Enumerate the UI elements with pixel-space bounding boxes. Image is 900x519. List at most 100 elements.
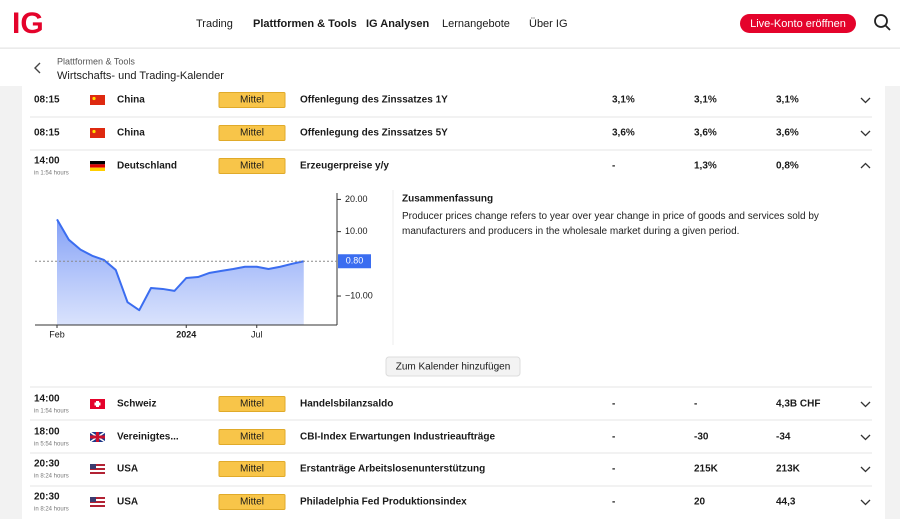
impact-badge bbox=[218, 158, 286, 174]
flag-part bbox=[90, 505, 105, 507]
search-icon[interactable] bbox=[874, 14, 888, 28]
breadcrumb-parent[interactable]: Plattformen & Tools bbox=[57, 56, 135, 66]
flag-part bbox=[90, 501, 105, 503]
flag-part bbox=[90, 470, 105, 472]
y-tick-label: 10.00 bbox=[345, 226, 368, 236]
row-country: USA bbox=[117, 464, 138, 475]
flag-part bbox=[90, 503, 105, 505]
x-tick-label: Feb bbox=[49, 329, 65, 339]
impact-badge bbox=[218, 494, 286, 510]
row-countdown: in 8:24 hours bbox=[34, 474, 69, 480]
row-forecast: 20 bbox=[694, 497, 706, 508]
nav-link[interactable]: IG Analysen bbox=[366, 18, 429, 30]
flag-part bbox=[90, 497, 96, 502]
row-countdown: in 8:24 hours bbox=[34, 507, 69, 513]
row-event: CBI-Index Erwartungen Industrieaufträge bbox=[300, 432, 495, 443]
summary-title: Zusammenfassung bbox=[402, 194, 493, 205]
search-icon-handle bbox=[884, 24, 891, 31]
row-previous: 3,6% bbox=[776, 128, 799, 139]
row-time: 14:00 bbox=[34, 394, 60, 405]
flag-part bbox=[90, 435, 105, 439]
row-actual: - bbox=[612, 399, 615, 410]
row-forecast: - bbox=[694, 399, 697, 410]
row-actual: - bbox=[612, 161, 615, 172]
row-countdown: in 1:54 hours bbox=[34, 409, 69, 415]
summary-box: Producer prices change refers to year ov… bbox=[402, 211, 819, 237]
row-impact: Mittel bbox=[240, 464, 264, 475]
rows: 08:15 China Mittel Offenlegung des Zinssatz… bbox=[30, 92, 872, 513]
row-previous: 213K bbox=[776, 464, 801, 475]
row-previous: 4,3B CHF bbox=[776, 399, 820, 410]
row-actual: - bbox=[612, 497, 615, 508]
row-forecast: 1,3% bbox=[694, 161, 717, 172]
row-country: China bbox=[117, 128, 145, 139]
y-tick-label: 20.00 bbox=[345, 194, 368, 204]
area-line bbox=[56, 218, 304, 312]
expand-toggle[interactable] bbox=[860, 162, 871, 169]
current-value-tag bbox=[338, 254, 371, 269]
chart: 20.00 10.00 −10.00 Feb 2024 Jul 0.80 bbox=[35, 193, 373, 339]
row-forecast: -30 bbox=[694, 432, 709, 443]
flag-part bbox=[92, 96, 96, 101]
expand-toggle[interactable] bbox=[860, 97, 871, 104]
summary-text: Producer prices change refers to year ov… bbox=[402, 211, 819, 237]
row-previous: 3,1% bbox=[776, 95, 799, 106]
row-forecast: 215K bbox=[694, 464, 719, 475]
flag-part bbox=[90, 472, 105, 474]
add-calendar-button[interactable] bbox=[385, 356, 521, 377]
flag bbox=[90, 399, 105, 409]
flag bbox=[90, 128, 105, 138]
expand-toggle[interactable] bbox=[860, 466, 871, 473]
add-calendar-label: Zum Kalender hinzufügen bbox=[396, 362, 511, 373]
row-impact: Mittel bbox=[240, 432, 264, 443]
row-previous: 44,3 bbox=[776, 497, 796, 508]
nav-link[interactable]: Lernangebote bbox=[442, 18, 510, 30]
flag-part bbox=[90, 499, 105, 501]
nav-link[interactable]: Trading bbox=[196, 18, 233, 30]
row-country: USA bbox=[117, 497, 138, 508]
nav-link[interactable]: Über IG bbox=[529, 18, 568, 30]
logo[interactable]: IG bbox=[12, 7, 44, 40]
row-actual: 3,6% bbox=[612, 128, 635, 139]
row-time: 20:30 bbox=[34, 492, 60, 503]
row-impact: Mittel bbox=[240, 95, 264, 106]
expand-toggle[interactable] bbox=[860, 401, 871, 408]
row-actual: - bbox=[612, 432, 615, 443]
row-forecast: 3,6% bbox=[694, 128, 717, 139]
cta-button[interactable] bbox=[740, 14, 856, 33]
flag-part bbox=[90, 464, 96, 469]
row-event: Erzeugerpreise y/y bbox=[300, 161, 389, 172]
row-event: Offenlegung des Zinssatzes 5Y bbox=[300, 128, 448, 139]
current-value-label: 0.80 bbox=[346, 256, 364, 266]
row-time: 14:00 bbox=[34, 156, 60, 167]
flag-part bbox=[90, 167, 105, 171]
expand-toggle[interactable] bbox=[860, 499, 871, 506]
flag bbox=[90, 161, 105, 171]
row-country: Schweiz bbox=[117, 399, 156, 410]
page-title: Wirtschafts- und Trading-Kalender bbox=[57, 70, 224, 82]
flag-part bbox=[94, 402, 101, 406]
row-impact: Mittel bbox=[240, 399, 264, 410]
expand-toggle[interactable] bbox=[860, 434, 871, 441]
row-event: Handelsbilanzsaldo bbox=[300, 399, 393, 410]
impact-badge bbox=[218, 396, 286, 412]
flag-part bbox=[90, 468, 105, 470]
cta-label: Live-Konto eröffnen bbox=[750, 18, 846, 30]
row-countdown: in 1:54 hours bbox=[34, 171, 69, 177]
flag bbox=[90, 464, 105, 474]
nav-link[interactable]: Plattformen & Tools bbox=[253, 18, 357, 30]
flag-part bbox=[90, 161, 105, 165]
row-event: Philadelphia Fed Produktionsindex bbox=[300, 497, 467, 508]
row-actual: 3,1% bbox=[612, 95, 635, 106]
row-event: Erstanträge Arbeitslosenunterstützung bbox=[300, 464, 485, 475]
row-forecast: 3,1% bbox=[694, 95, 717, 106]
flag bbox=[90, 95, 105, 105]
flag-part bbox=[90, 128, 105, 138]
area-fill bbox=[57, 219, 304, 325]
row-time: 18:00 bbox=[34, 427, 60, 438]
flag bbox=[89, 431, 106, 443]
row-impact: Mittel bbox=[240, 161, 264, 172]
expand-toggle[interactable] bbox=[860, 130, 871, 137]
back-button[interactable] bbox=[34, 62, 41, 74]
